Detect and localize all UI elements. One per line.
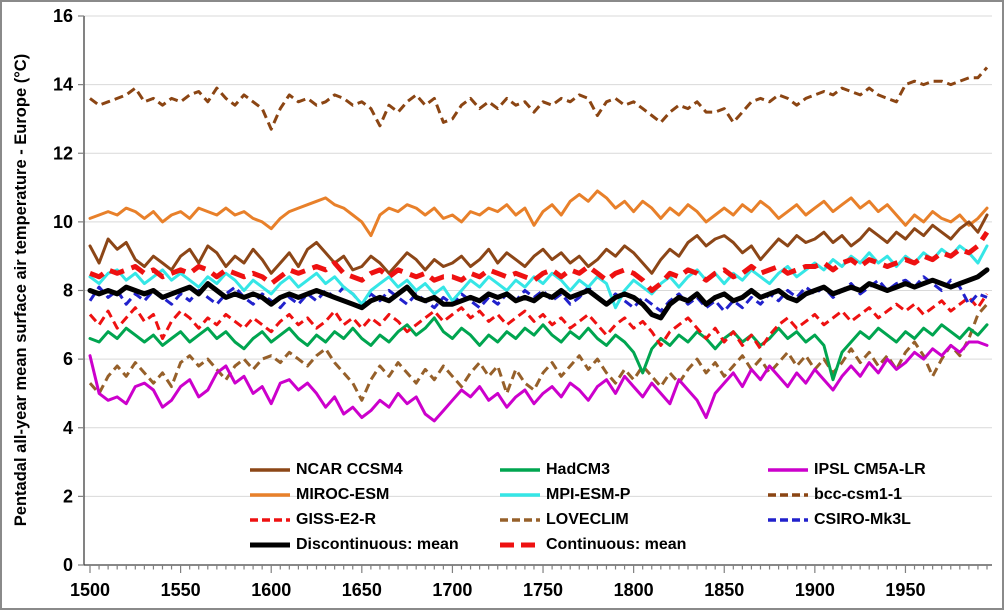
legend-label: Continuous: mean (546, 536, 687, 553)
x-tick-label: 1850 (704, 580, 744, 600)
legend-swatch-continuous-mean (500, 542, 540, 548)
legend-swatch-mpi-esm-p (500, 493, 540, 497)
x-tick-label: 1500 (70, 580, 110, 600)
legend-swatch-ipsl-cm5a-lr (768, 468, 808, 472)
legend-item-bcc-csm1-1: bcc-csm1-1 (767, 485, 994, 505)
legend-label: CSIRO-Mk3L (814, 511, 911, 528)
y-tick-label: 10 (53, 212, 73, 232)
legend-item-mpi-esm-p: MPI-ESM-P (499, 485, 767, 505)
series-line-continuous-mean (89, 230, 990, 293)
legend-swatch-hadcm3 (500, 468, 540, 472)
legend-label: NCAR CCSM4 (296, 461, 403, 478)
y-tick-label: 14 (53, 75, 73, 95)
legend-label: MIROC-ESM (296, 486, 390, 503)
x-tick-label: 1600 (251, 580, 291, 600)
x-tick-label: 1550 (161, 580, 201, 600)
legend-item-ncar-ccsm4: NCAR CCSM4 (249, 460, 499, 480)
legend-swatch-giss-e2-r (250, 518, 290, 522)
legend: NCAR CCSM4 HadCM3 IPSL CM5A-LR MIROC-ESM MPI… (249, 460, 994, 555)
legend-label: IPSL CM5A-LR (814, 461, 926, 478)
legend-label: HadCM3 (546, 461, 611, 478)
series-line-bcc-csm1-1 (89, 66, 989, 131)
series-line-ncar-ccsm4 (88, 213, 989, 275)
legend-label: MPI-ESM-P (546, 486, 631, 503)
legend-label: Discontinuous: mean (296, 536, 459, 553)
legend-item-miroc-esm: MIROC-ESM (249, 485, 499, 505)
series-line-giss-e2-r (88, 293, 989, 351)
x-tick-label: 1900 (795, 580, 835, 600)
y-tick-label: 12 (53, 143, 73, 163)
legend-swatch-discontinuous-mean (250, 542, 290, 548)
legend-item-csiro-mk3l: CSIRO-Mk3L (767, 510, 994, 530)
series-line-loveclim (88, 303, 989, 402)
y-tick-label: 8 (63, 281, 73, 301)
legend-label: LOVECLIM (546, 511, 629, 528)
y-tick-label: 0 (63, 555, 73, 575)
series-line-miroc-esm (88, 189, 989, 238)
y-axis-title: Pentadal all-year mean surface air tempe… (12, 54, 30, 526)
x-tick-label: 1700 (432, 580, 472, 600)
x-tick-label: 1650 (342, 580, 382, 600)
x-tick-label: 1950 (885, 580, 925, 600)
legend-item-hadcm3: HadCM3 (499, 460, 767, 480)
legend-item-ipsl-cm5a-lr: IPSL CM5A-LR (767, 460, 994, 480)
legend-label: bcc-csm1-1 (814, 486, 903, 503)
legend-item-loveclim: LOVECLIM (499, 510, 767, 530)
legend-label: GISS-E2-R (296, 511, 377, 528)
y-tick-label: 16 (53, 6, 73, 26)
legend-item-discontinuous-mean: Discontinuous: mean (249, 535, 499, 555)
x-tick-label: 1800 (614, 580, 654, 600)
series-line-hadcm3 (88, 316, 989, 382)
legend-item-continuous-mean: Continuous: mean (499, 535, 767, 555)
y-tick-label: 2 (63, 486, 73, 506)
x-tick-label: 1750 (523, 580, 563, 600)
y-tick-label: 4 (63, 418, 73, 438)
legend-swatch-bcc-csm1-1 (768, 493, 808, 497)
series-line-mpi-esm-p (88, 244, 989, 310)
legend-swatch-loveclim (500, 518, 540, 522)
legend-swatch-ncar-ccsm4 (250, 468, 290, 472)
legend-item-giss-e2-r: GISS-E2-R (249, 510, 499, 530)
legend-swatch-csiro-mk3l (768, 518, 808, 522)
legend-swatch-miroc-esm (250, 493, 290, 497)
series-line-csiro-mk3l (88, 275, 988, 313)
series-line-discontinuous-mean (87, 267, 990, 321)
y-tick-label: 6 (63, 349, 73, 369)
series-line-ipsl-cm5a-lr (88, 340, 989, 423)
